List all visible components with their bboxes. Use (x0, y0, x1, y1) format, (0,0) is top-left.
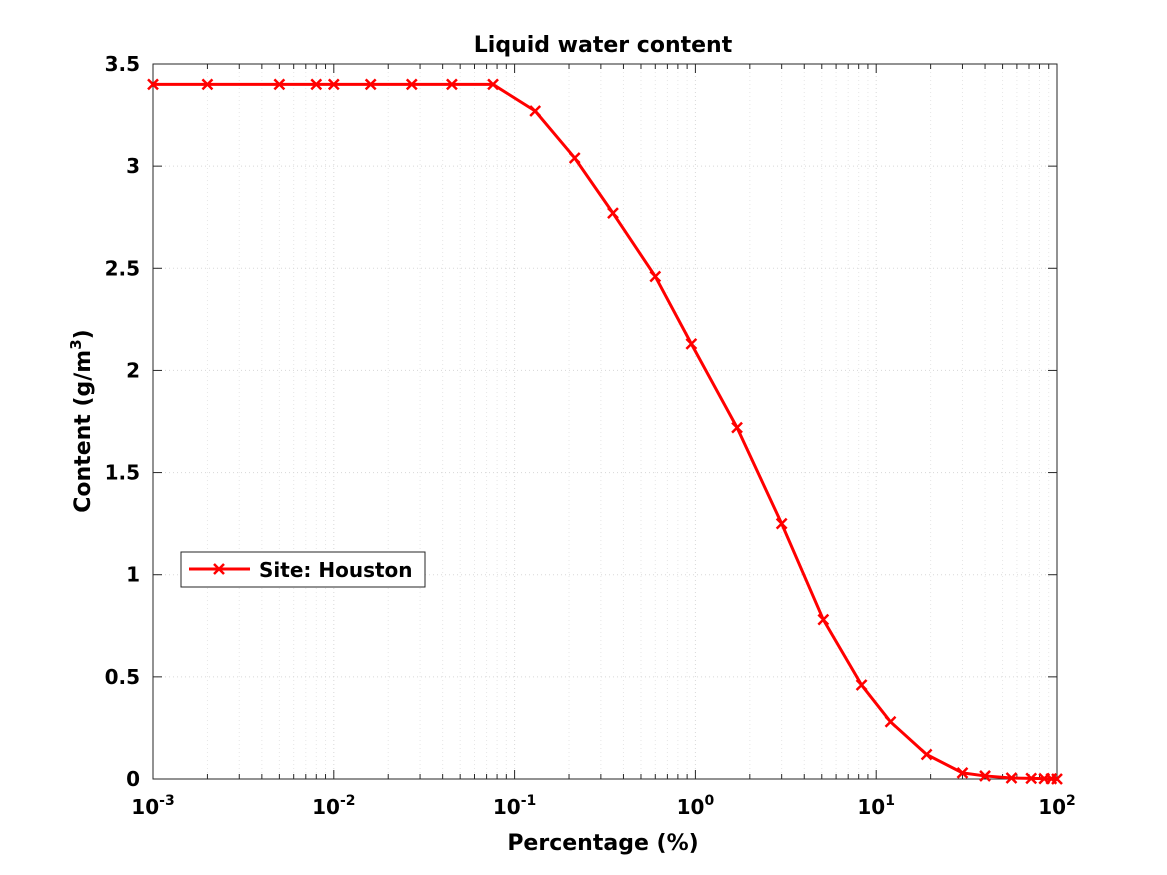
data-point-marker (273, 78, 286, 91)
x-tick-label-exponent: -2 (340, 793, 356, 809)
data-point-marker (529, 105, 542, 117)
x-tick-label-base: 10 (131, 795, 159, 819)
y-axis-label-main: Content (g/m (71, 350, 96, 513)
chart-title: Liquid water content (474, 33, 733, 58)
y-tick-label: 1.5 (105, 461, 140, 485)
legend-label: Site: Houston (259, 558, 413, 582)
data-point-marker (1025, 772, 1038, 785)
y-tick-label: 3.5 (105, 52, 140, 76)
data-point-marker (855, 679, 868, 691)
x-tick-label-base: 10 (493, 795, 521, 819)
axes-box (152, 63, 1058, 780)
x-tick-labels: 10-3 10-2 10-1 100 101 102 (131, 793, 1076, 819)
y-axis-label-suffix: ) (71, 329, 96, 339)
data-point-marker (685, 337, 698, 350)
data-point-marker (364, 78, 377, 91)
data-point-marker (147, 78, 159, 91)
data-point-marker (649, 270, 662, 283)
data-point-marker (568, 152, 581, 164)
data-point-marker (979, 770, 991, 782)
x-tick-label: 10-1 (493, 793, 536, 819)
x-axis-label: Percentage (%) (507, 831, 698, 856)
x-tick-label-base: 10 (312, 795, 340, 819)
data-point-marker (817, 613, 830, 626)
x-tick-label-exponent: -3 (159, 793, 175, 809)
x-tick-label-exponent: 0 (704, 793, 714, 809)
data-point-marker (446, 78, 458, 91)
data-point-marker (1051, 773, 1063, 785)
y-tick-label: 1 (126, 563, 140, 587)
y-axis-label: Content (g/m3) (67, 329, 96, 512)
y-tick-label: 0 (126, 767, 140, 791)
x-tick-label-base: 10 (677, 795, 705, 819)
data-point-marker (884, 715, 897, 728)
x-tick-label: 100 (677, 793, 715, 819)
data-point-marker (201, 78, 214, 91)
x-tick-label-exponent: -1 (521, 793, 537, 809)
x-tick-label: 10-3 (131, 793, 174, 819)
data-point-marker (327, 78, 340, 91)
y-tick-label: 2 (126, 358, 140, 382)
data-point-marker (731, 421, 743, 434)
y-tick-labels: 0 0.5 1 1.5 2 2.5 3 3.5 (105, 52, 140, 791)
x-tick-label-base: 10 (1038, 795, 1066, 819)
data-point-marker (310, 78, 323, 91)
y-axis-label-superscript: 3 (67, 339, 85, 349)
data-point-marker (405, 78, 418, 91)
series-group (147, 78, 1063, 785)
legend-marker (213, 563, 225, 575)
data-point-marker (1005, 772, 1018, 784)
data-point-marker (775, 517, 788, 530)
legend: Site: Houston (180, 551, 426, 588)
data-point-marker (487, 78, 499, 91)
x-tick-label: 102 (1038, 793, 1076, 819)
y-tick-label: 2.5 (105, 256, 140, 280)
y-tick-label: 0.5 (105, 665, 140, 689)
x-tick-label: 101 (857, 793, 895, 819)
y-tick-label: 3 (126, 154, 140, 178)
data-point-marker (956, 766, 969, 779)
data-point-marker (607, 207, 619, 220)
data-point-marker (920, 748, 933, 761)
x-tick-label: 10-2 (312, 793, 355, 819)
x-tick-label-exponent: 2 (1066, 793, 1076, 809)
x-tick-label-exponent: 1 (885, 793, 895, 809)
grid (153, 64, 1057, 779)
plot-area (153, 64, 1057, 779)
x-tick-label-base: 10 (857, 795, 885, 819)
